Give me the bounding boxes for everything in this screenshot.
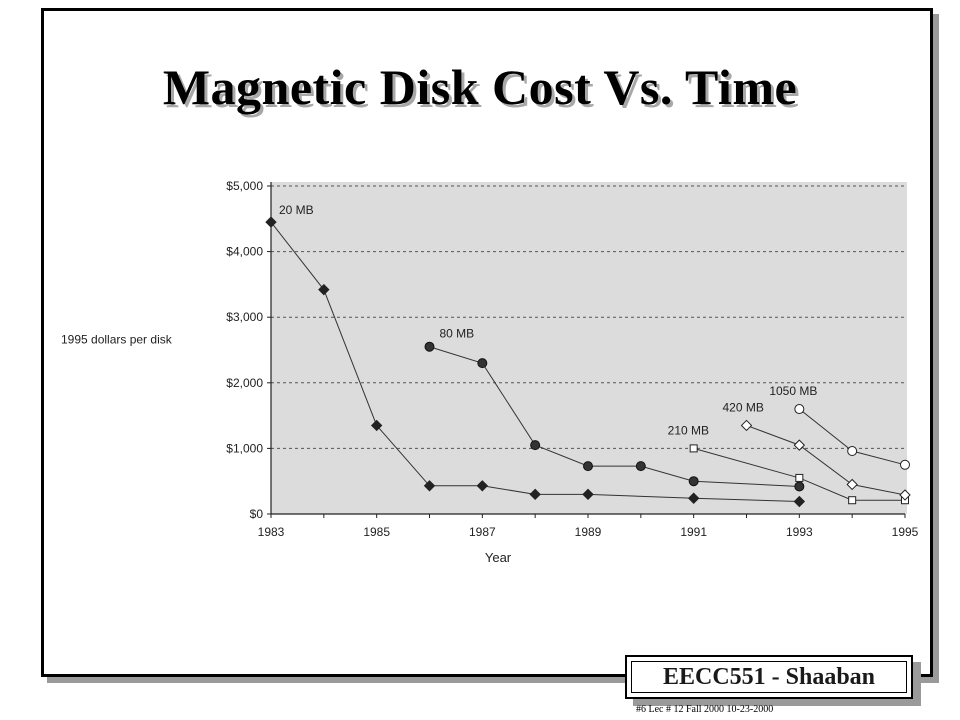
data-point: [794, 481, 805, 492]
chart-area: $0 $1,000 $2,000 $3,000 $4,000 $5,000 1983 1985…: [57, 162, 919, 572]
series-label: 1050 MB: [769, 384, 817, 398]
y-tick-label: $5,000: [226, 179, 263, 193]
data-point: [476, 480, 489, 492]
y-tick-label: $1,000: [226, 441, 263, 455]
plot-background: [271, 182, 907, 514]
data-point: [583, 461, 593, 472]
x-tick-label: 1983: [258, 525, 285, 539]
data-point: [793, 495, 806, 508]
data-point: [318, 283, 330, 296]
data-point: [793, 439, 806, 451]
series-label: 20 MB: [279, 203, 314, 217]
data-point: [530, 440, 541, 451]
data-point: [265, 216, 277, 228]
x-axis-label: Year: [485, 550, 512, 565]
x-tick-label: 1995: [892, 525, 919, 539]
data-point: [899, 489, 911, 501]
data-point: [846, 478, 858, 491]
data-point: [370, 419, 383, 432]
x-tick-label: 1991: [680, 525, 707, 539]
course-badge-label: EECC551 - Shaaban: [631, 661, 907, 693]
slide-title: Magnetic Disk Cost Vs. Time: [162, 59, 798, 115]
data-point: [847, 446, 858, 457]
disk-cost-chart: $0 $1,000 $2,000 $3,000 $4,000 $5,000 1983 1985…: [61, 179, 919, 565]
data-point: [794, 404, 805, 415]
data-point: [900, 459, 910, 470]
series-label: 80 MB: [440, 327, 475, 341]
series-label: 420 MB: [723, 400, 764, 414]
series-line: [746, 424, 906, 496]
x-tick-label: 1987: [469, 525, 496, 539]
data-point: [740, 419, 753, 432]
data-point: [424, 341, 435, 352]
x-tick-label: 1993: [786, 525, 813, 539]
data-point: [477, 358, 488, 369]
data-point: [529, 488, 541, 501]
y-tick-label: $0: [250, 507, 264, 521]
x-tick-label: 1985: [363, 525, 390, 539]
y-tick-label: $3,000: [226, 310, 263, 324]
data-point: [423, 480, 436, 492]
slide-footer: #6 Lec # 12 Fall 2000 10-23-2000: [636, 704, 774, 715]
data-point: [687, 492, 700, 504]
data-point: [795, 473, 804, 482]
data-point: [848, 496, 857, 505]
series-label: 210 MB: [668, 423, 709, 437]
y-tick-label: $4,000: [226, 245, 263, 259]
x-tick-label: 1989: [575, 525, 602, 539]
course-badge: EECC551 - Shaaban: [625, 655, 913, 699]
data-point: [635, 461, 646, 472]
y-axis-label: 1995 dollars per disk: [61, 332, 173, 346]
data-point: [582, 488, 594, 501]
data-point: [689, 444, 698, 453]
y-tick-label: $2,000: [226, 376, 263, 390]
series-line: [693, 447, 905, 501]
data-point: [688, 476, 699, 487]
